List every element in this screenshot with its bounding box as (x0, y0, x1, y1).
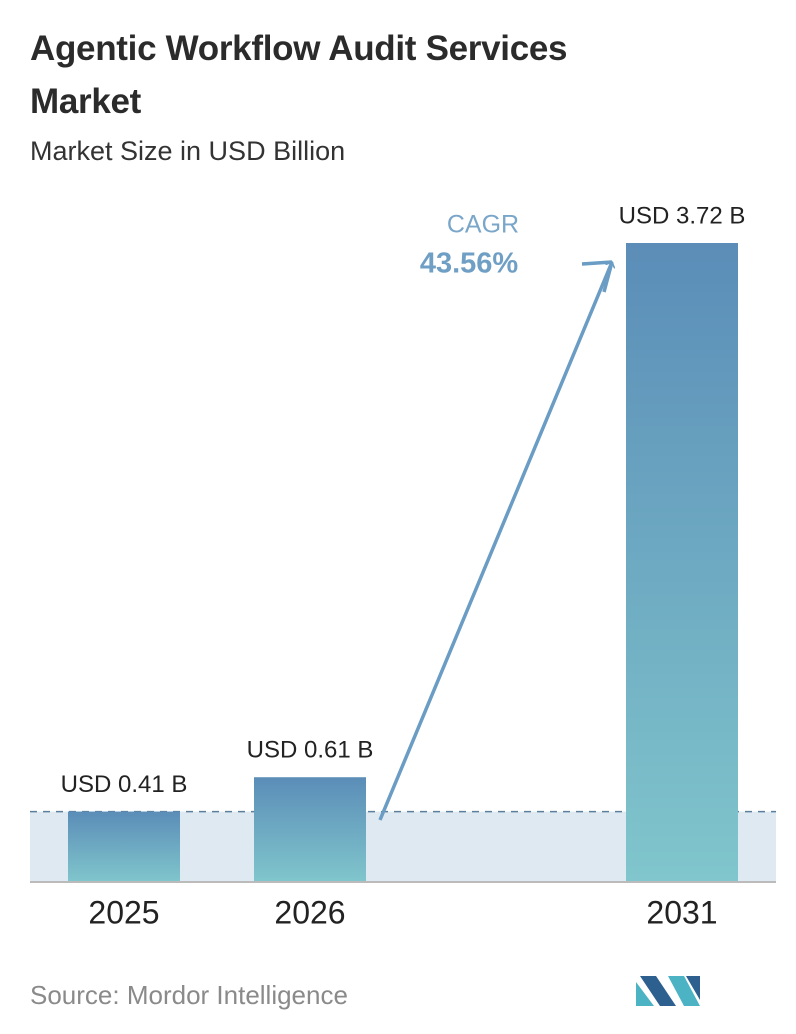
bar (254, 777, 366, 882)
x-tick-label: 2031 (646, 894, 717, 930)
logo-shape (636, 982, 654, 1006)
value-label: USD 0.41 B (61, 771, 188, 798)
cagr-label: CAGR (447, 211, 519, 239)
value-label: USD 0.61 B (247, 737, 374, 764)
arrow-head (602, 261, 614, 293)
x-tick-label: 2026 (274, 894, 345, 930)
chart-title: Agentic Workflow Audit Services Market (30, 29, 568, 121)
plot: USD 0.41 B 2025 USD 0.61 B 2026 USD 3.72 B 20… (30, 202, 776, 930)
bar (626, 243, 738, 882)
logo-shape (686, 976, 700, 1000)
cagr-value: 43.56% (420, 248, 519, 280)
x-tick-label: 2025 (88, 894, 159, 930)
arrow-head (581, 260, 613, 266)
source: Source: Mordor Intelligence (30, 980, 348, 1010)
bar (68, 811, 180, 882)
logo-shape (640, 976, 676, 1006)
cagr-arrow (378, 262, 612, 821)
logo (636, 976, 700, 1006)
logo-shape (668, 976, 700, 1006)
chart-subtitle: Market Size in USD Billion (30, 136, 346, 166)
value-label: USD 3.72 B (619, 202, 746, 229)
